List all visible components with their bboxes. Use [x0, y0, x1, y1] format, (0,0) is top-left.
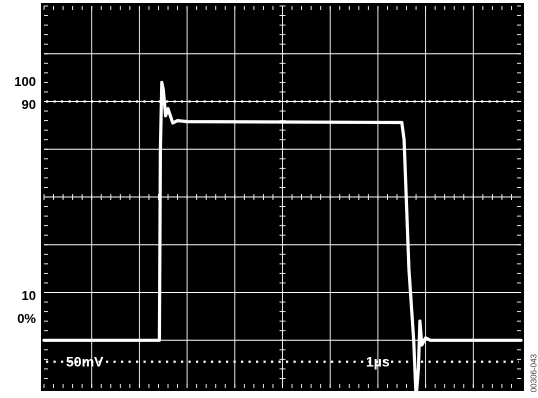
- marker-0-label: 0%: [17, 311, 36, 326]
- vertical-scale-label: 50mV: [66, 354, 104, 370]
- horizontal-scale-label: 1µs: [366, 354, 390, 370]
- waveform-trace: [42, 80, 523, 398]
- figure-id: 00306-043: [529, 354, 538, 393]
- marker-10-label: 10: [21, 288, 36, 303]
- marker-100-label: 100: [14, 74, 36, 89]
- marker-90-label: 90: [21, 97, 36, 112]
